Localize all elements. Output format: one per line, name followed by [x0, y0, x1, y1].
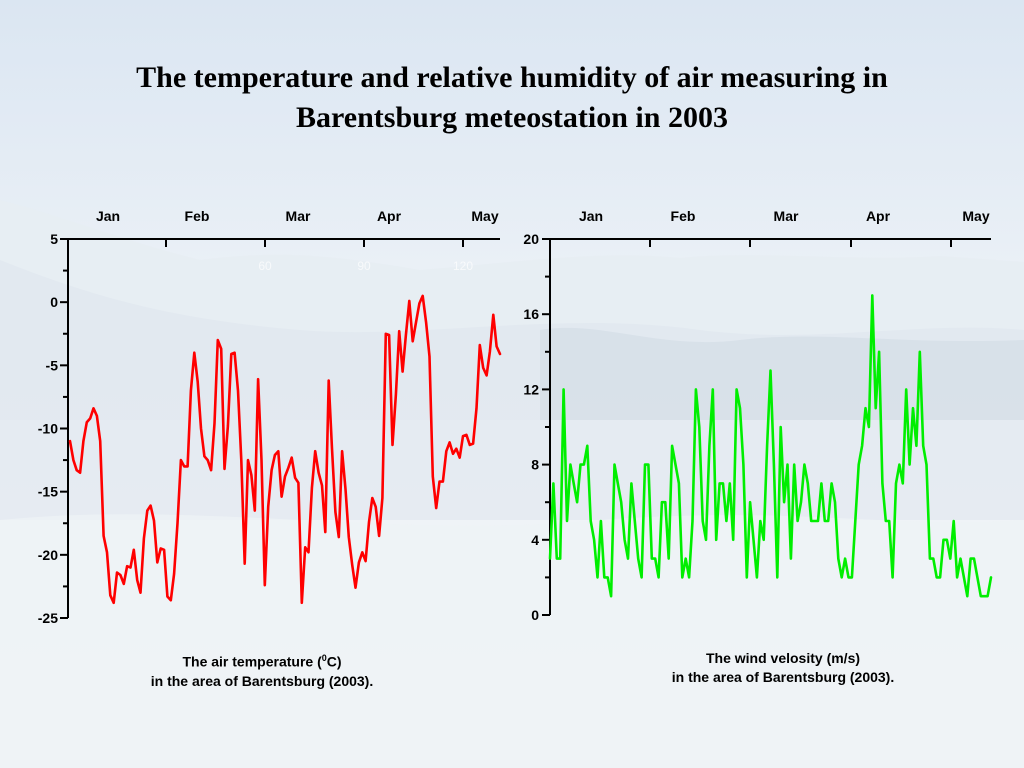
wind-series-line — [548, 294, 993, 598]
wind-month-label: May — [962, 208, 989, 224]
wind-month-label: Feb — [671, 208, 696, 224]
wind-month-label: Mar — [774, 208, 799, 224]
temp-y-tick-label: 0 — [50, 294, 58, 310]
wind-y-tick-label: 20 — [523, 231, 539, 247]
temp-y-tick-label: -15 — [38, 484, 58, 500]
wind-caption: The wind velosity (m/s) in the area of B… — [633, 649, 933, 687]
temp-month-label: Mar — [286, 208, 311, 224]
temp-y-tick-label: -5 — [46, 357, 59, 373]
temperature-caption: The air temperature (0C) in the area of … — [112, 649, 412, 691]
ghost-tick-label: 60 — [258, 259, 272, 273]
wind-month-label: Jan — [579, 208, 603, 224]
temp-month-label: May — [471, 208, 498, 224]
title-line-1: The temperature and relative humidity of… — [136, 61, 888, 94]
wind-y-tick-label: 16 — [523, 306, 539, 322]
temp-month-label: Feb — [185, 208, 210, 224]
temp-y-tick-label: -20 — [38, 547, 58, 563]
ghost-tick-label: 120 — [453, 259, 473, 273]
temp-month-label: Jan — [96, 208, 120, 224]
wind-y-tick-label: 12 — [523, 381, 539, 397]
wind-y-tick-label: 8 — [531, 457, 539, 473]
temp-y-tick-label: -10 — [38, 421, 58, 437]
wind-month-label: Apr — [866, 208, 891, 224]
temp-y-tick-label: -25 — [38, 610, 58, 626]
temperature-caption-post: C) — [326, 653, 342, 670]
ghost-tick-label: 90 — [357, 259, 371, 273]
temp-month-label: Apr — [377, 208, 402, 224]
wind-caption-line-2: in the area of Barentsburg (2003). — [671, 669, 895, 685]
temperature-caption-sup: 0 — [321, 653, 327, 663]
wind-y-tick-label: 0 — [531, 607, 539, 623]
wind-caption-line-1: The wind velosity (m/s) — [705, 650, 861, 666]
wind-velocity-chart: 20 16 12 8 4 0 Jan Feb Mar Apr May — [523, 208, 993, 623]
temp-series-line — [68, 294, 502, 605]
wind-y-tick-label: 4 — [531, 532, 539, 548]
temperature-chart: 5 0 -5 -10 -15 -20 -25 Jan Feb Mar Apr May 60 90 120 — [38, 208, 502, 626]
temperature-caption-line-2: in the area of Barentsburg (2003). — [150, 672, 374, 689]
slide-title: The temperature and relative humidity of… — [40, 58, 984, 138]
temperature-caption-pre: The air temperature ( — [182, 653, 322, 670]
title-line-2: Barentsburg meteostation in 2003 — [296, 101, 728, 134]
temp-y-tick-label: 5 — [50, 231, 58, 247]
